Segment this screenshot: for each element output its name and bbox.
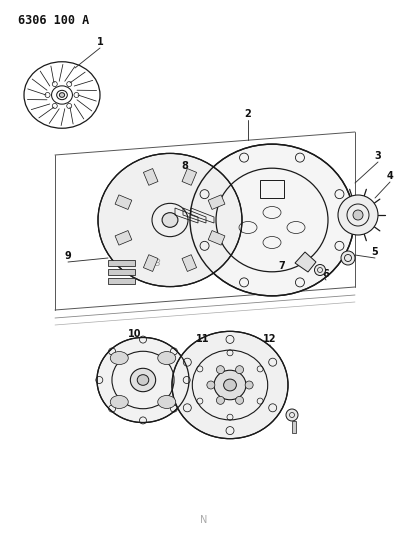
Polygon shape xyxy=(108,269,135,275)
Polygon shape xyxy=(182,168,197,185)
Circle shape xyxy=(216,366,224,374)
Circle shape xyxy=(235,397,244,405)
Polygon shape xyxy=(295,252,316,272)
Text: 12: 12 xyxy=(263,334,277,344)
Text: 8: 8 xyxy=(182,161,188,171)
Polygon shape xyxy=(115,231,132,245)
Circle shape xyxy=(341,251,355,265)
Circle shape xyxy=(338,195,378,235)
Polygon shape xyxy=(115,195,132,209)
Ellipse shape xyxy=(110,395,128,408)
Ellipse shape xyxy=(158,352,176,365)
Ellipse shape xyxy=(224,379,236,391)
Ellipse shape xyxy=(214,370,246,400)
Text: B.3: B.3 xyxy=(148,259,162,268)
Polygon shape xyxy=(208,231,225,245)
Ellipse shape xyxy=(190,144,354,296)
Ellipse shape xyxy=(110,352,128,365)
Text: 6306 100 A: 6306 100 A xyxy=(18,14,89,27)
Ellipse shape xyxy=(130,368,155,392)
Ellipse shape xyxy=(59,93,64,98)
Circle shape xyxy=(235,366,244,374)
Polygon shape xyxy=(144,255,158,271)
Text: 7: 7 xyxy=(279,261,285,271)
Text: 4: 4 xyxy=(387,171,393,181)
Text: 9: 9 xyxy=(64,251,71,261)
Circle shape xyxy=(216,397,224,405)
Circle shape xyxy=(207,381,215,389)
Text: 1: 1 xyxy=(97,37,103,47)
Text: 6: 6 xyxy=(323,269,329,279)
Text: N: N xyxy=(200,515,208,525)
Text: 5: 5 xyxy=(372,247,378,257)
Polygon shape xyxy=(144,168,158,185)
Text: 11: 11 xyxy=(196,334,210,344)
Polygon shape xyxy=(108,260,135,266)
Polygon shape xyxy=(108,278,135,284)
Ellipse shape xyxy=(172,332,288,439)
Polygon shape xyxy=(182,255,197,271)
Text: 10: 10 xyxy=(128,329,142,339)
Circle shape xyxy=(245,381,253,389)
Ellipse shape xyxy=(137,375,149,385)
Circle shape xyxy=(315,264,326,276)
Circle shape xyxy=(286,409,298,421)
Text: 2: 2 xyxy=(245,109,251,119)
Polygon shape xyxy=(292,421,296,433)
Ellipse shape xyxy=(158,395,176,408)
Ellipse shape xyxy=(162,213,178,228)
Circle shape xyxy=(353,210,363,220)
Ellipse shape xyxy=(97,337,189,423)
Ellipse shape xyxy=(98,154,242,287)
Polygon shape xyxy=(208,195,225,209)
Text: 3: 3 xyxy=(375,151,381,161)
